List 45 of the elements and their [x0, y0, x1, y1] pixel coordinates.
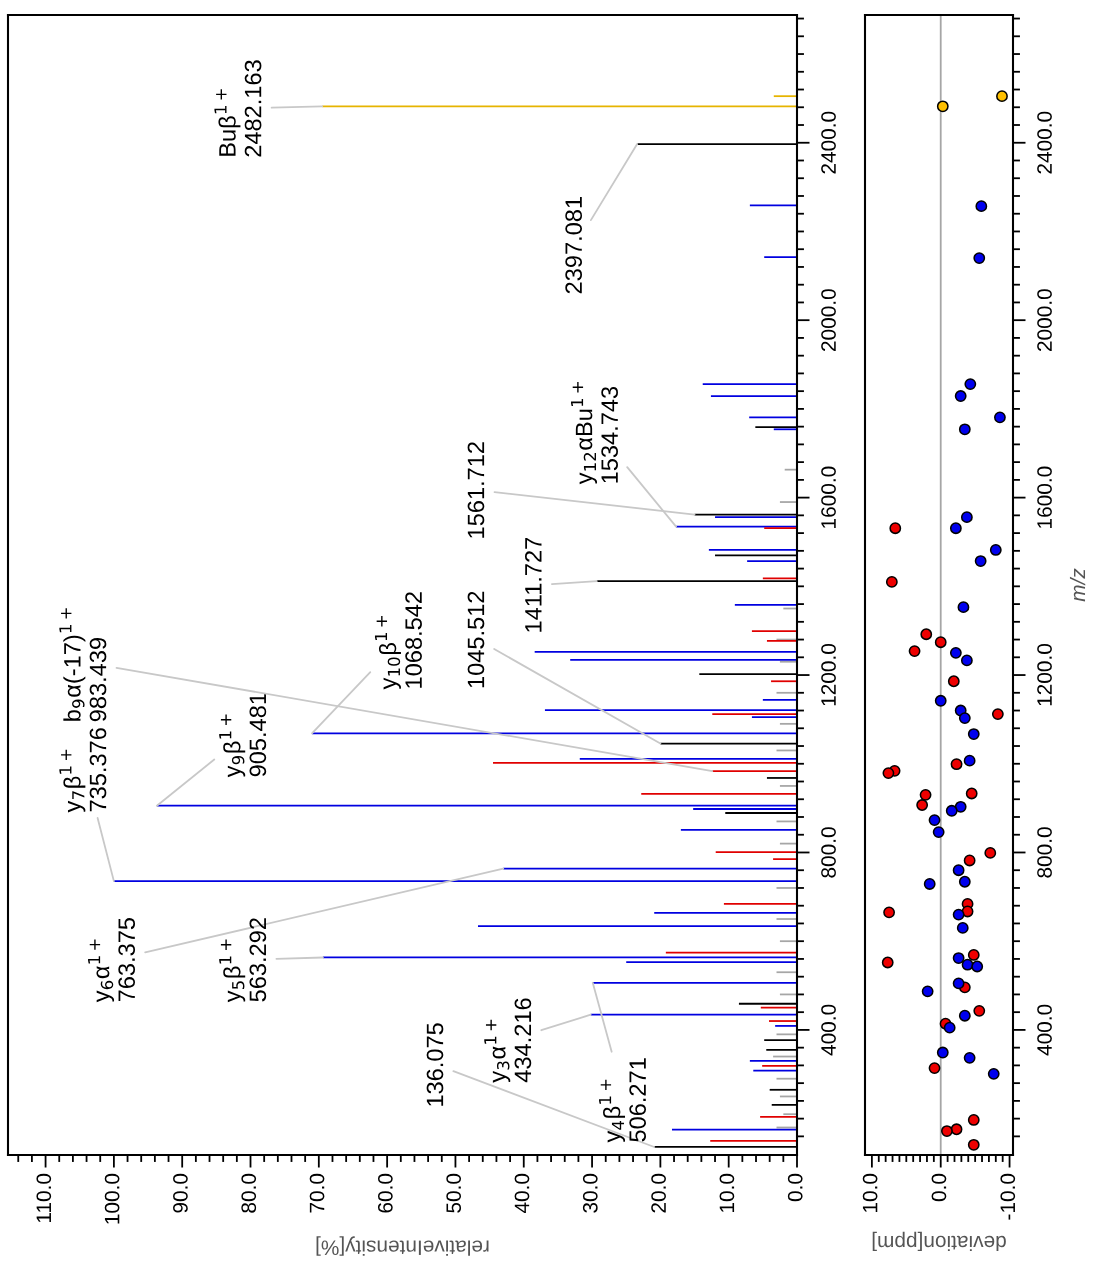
- x-tick-label: 40.0: [514, 1173, 530, 1214]
- annotation: y$_{4}$β$^{1+}$ 506.271: [599, 1058, 647, 1143]
- x-tick-label: 80.0: [241, 1173, 257, 1213]
- annotation: b$_{9}$α(-17)$^{1+}$ 983.439: [59, 608, 107, 722]
- annotation: y$_{3}$α$^{1+}$ 434.216: [484, 998, 532, 1083]
- annotation: 1411.727: [524, 537, 542, 632]
- x-tick-label: 50.0: [446, 1173, 462, 1213]
- annotation: y$_{9}$β$^{1+}$ 905.481: [219, 693, 267, 778]
- y-tick-label: 400.0: [821, 1004, 836, 1056]
- x-tick-label: 60.0: [377, 1173, 393, 1213]
- x-tick-label: 100.0: [104, 1173, 120, 1224]
- x-tick-label: 90.0: [173, 1173, 188, 1213]
- x-tick-label: 0.0: [787, 1173, 803, 1202]
- x-tick-label: 0.0: [931, 1173, 947, 1202]
- x-tick-label: 30.0: [582, 1173, 598, 1213]
- y-tick-label: 2400.0: [821, 111, 836, 174]
- x-tick-label: 10.0: [719, 1173, 735, 1213]
- y-tick-label: 2000.0: [1037, 289, 1052, 351]
- x-axis-title: relativeIntensity[%]: [316, 1236, 489, 1256]
- x-tick-label: 110.0: [36, 1173, 52, 1223]
- y-tick-label: 1600.0: [1037, 466, 1052, 528]
- x-tick-label: -10.0: [1000, 1173, 1016, 1220]
- y-tick-label: 800.0: [1037, 827, 1052, 878]
- y-tick-label: 2400.0: [1037, 111, 1052, 174]
- annotation: y$_{12}$αBu$^{1+}$ 1534.743: [571, 382, 618, 485]
- annotation: y$_{10}$β$^{1+}$ 1068.542: [374, 592, 422, 690]
- y-tick-label: 2000.0: [821, 289, 836, 351]
- x-axis-title: deviation[ppm]: [872, 1231, 1006, 1252]
- y-tick-label: 1200.0: [1037, 644, 1052, 706]
- x-tick-label: 20.0: [651, 1173, 666, 1213]
- annotation: 2397.081: [565, 197, 583, 294]
- annotation: 136.075: [426, 1023, 444, 1106]
- x-tick-label: 10.0: [862, 1173, 878, 1213]
- annotation: 1045.512: [467, 591, 485, 688]
- y-tick-label: 1600.0: [821, 466, 836, 528]
- y-axis-title: m/z: [1069, 568, 1086, 602]
- annotation: y$_{5}$β$^{1+}$ 563.292: [219, 918, 267, 1003]
- annotation: Buβ$^{1+}$ 2482.163: [214, 60, 262, 157]
- annotation: y$_{7}$β$^{1+}$ 735.376: [59, 728, 107, 813]
- annotation: 1561.712: [467, 442, 485, 538]
- y-tick-label: 400.0: [1037, 1004, 1052, 1056]
- y-tick-label: 1200.0: [821, 644, 836, 706]
- x-tick-label: 70.0: [309, 1173, 325, 1213]
- annotation: y$_{6}$α$^{1+}$ 763.375: [88, 917, 136, 1003]
- y-tick-label: 800.0: [821, 827, 836, 878]
